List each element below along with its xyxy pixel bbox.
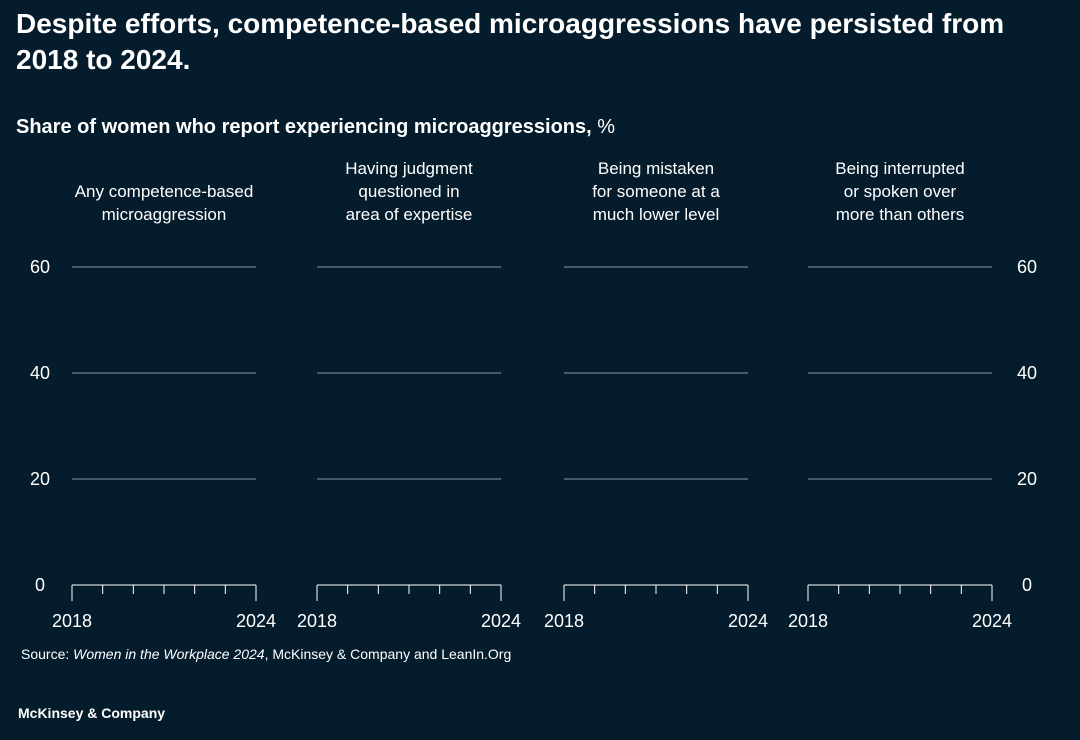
headline: Despite efforts, competence-based microa… (16, 8, 1005, 75)
panel-title-line: Being mistaken (598, 159, 714, 178)
x-tick-label-end: 2024 (728, 611, 768, 631)
source-prefix: Source: (21, 646, 74, 662)
x-tick-label-end: 2024 (481, 611, 521, 631)
source-suffix: , McKinsey & Company and LeanIn.Org (264, 646, 512, 662)
panel-title-line: more than others (836, 205, 965, 224)
brand-logo-text: McKinsey & Company (18, 705, 166, 721)
x-tick-label-start: 2018 (297, 611, 337, 631)
panel-title-line: for someone at a (592, 182, 720, 201)
panel-title-line: Any competence-based (75, 182, 254, 201)
panel-title-line: area of expertise (346, 205, 473, 224)
y-tick-label-left: 20 (30, 469, 50, 489)
panel-title-line: questioned in (358, 182, 459, 201)
x-tick-label-end: 2024 (972, 611, 1012, 631)
y-tick-label-left: 40 (30, 363, 50, 383)
y-tick-label-right: 0 (1022, 575, 1032, 595)
panel-title-line: microaggression (102, 205, 227, 224)
source-publication: Women in the Workplace 2024 (73, 646, 265, 662)
x-tick-label-start: 2018 (544, 611, 584, 631)
source-note: Source: Women in the Workplace 2024, McK… (21, 645, 511, 663)
panel-title-line: or spoken over (844, 182, 957, 201)
y-tick-label-left: 0 (35, 575, 45, 595)
y-tick-label-right: 40 (1017, 363, 1037, 383)
panel-title-line: Having judgment (345, 159, 473, 178)
subtitle-text: Share of women who report experiencing m… (16, 116, 592, 138)
y-tick-label-left: 60 (30, 257, 50, 277)
y-tick-label-right: 20 (1017, 469, 1037, 489)
chart-subtitle: Share of women who report experiencing m… (16, 113, 615, 141)
panel-title-line: much lower level (593, 205, 720, 224)
x-tick-label-start: 2018 (52, 611, 92, 631)
y-tick-label-right: 60 (1017, 257, 1037, 277)
x-tick-label-start: 2018 (788, 611, 828, 631)
x-tick-label-end: 2024 (236, 611, 276, 631)
small-multiples-chart: 0 0 20 20 40 40 60 60 Any competence-based microa… (30, 159, 1037, 631)
subtitle-unit: % (591, 116, 616, 138)
panel-title-line: Being interrupted (835, 159, 964, 178)
